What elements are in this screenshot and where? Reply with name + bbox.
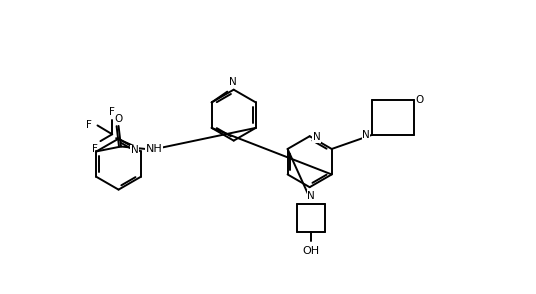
Text: N: N [312,132,321,142]
Text: F: F [109,107,115,117]
Text: N: N [362,130,370,140]
Text: N: N [131,146,139,156]
Text: N: N [307,191,315,201]
Text: F: F [86,121,92,131]
Text: NH: NH [146,144,163,154]
Text: N: N [229,77,236,87]
Text: O: O [114,114,123,124]
Text: O: O [416,96,424,106]
Text: F: F [92,144,98,154]
Text: OH: OH [302,246,319,256]
